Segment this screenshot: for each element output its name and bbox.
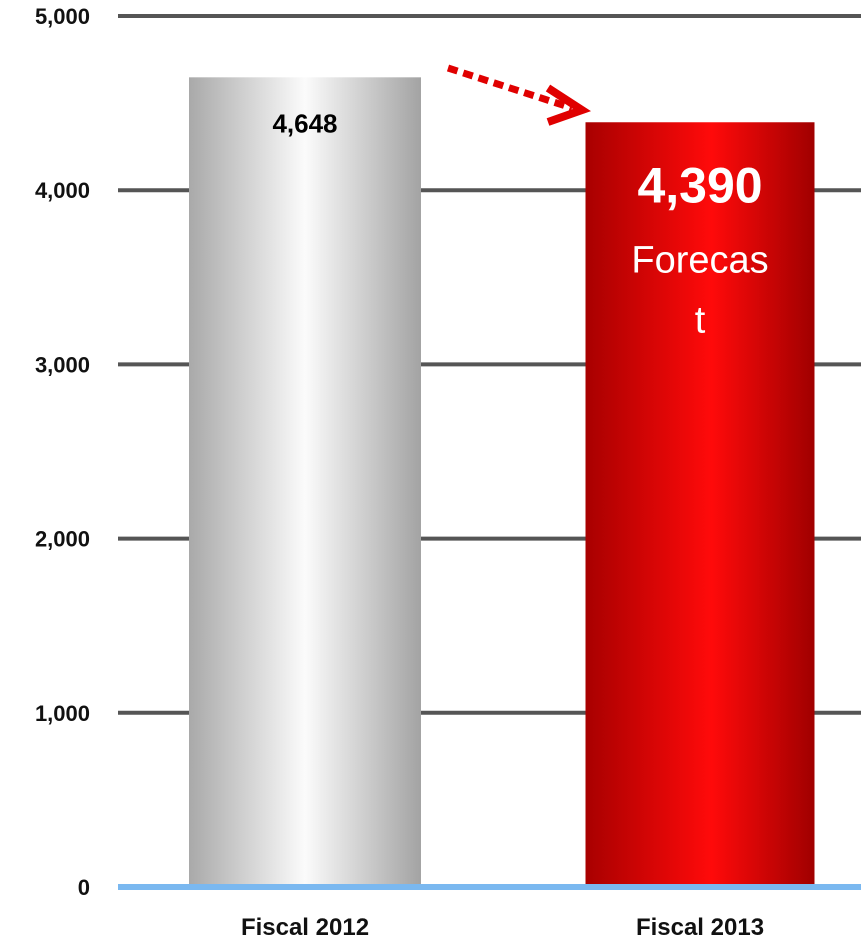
y-tick-label-4000: 4,000 (35, 178, 90, 203)
forecast-label-line-1: Forecas (631, 239, 768, 281)
bar-fiscal-2012 (189, 77, 421, 887)
arrow-head (548, 88, 582, 122)
y-axis: 5,000 4,000 3,000 2,000 1,000 0 (35, 4, 90, 900)
y-tick-label-3000: 3,000 (35, 352, 90, 377)
y-tick-label-1000: 1,000 (35, 701, 90, 726)
forecast-label-line-2: t (695, 299, 706, 341)
data-label-fiscal-2012: 4,648 (272, 108, 337, 138)
trend-arrow (448, 68, 582, 122)
y-tick-label-5000: 5,000 (35, 4, 90, 29)
bar-fiscal-2013 (586, 122, 815, 887)
y-tick-label-0: 0 (78, 875, 90, 900)
y-tick-label-2000: 2,000 (35, 527, 90, 552)
data-label-fiscal-2013: 4,390 (637, 157, 762, 213)
x-category-label-fiscal-2012: Fiscal 2012 (241, 914, 369, 941)
x-category-label-fiscal-2013: Fiscal 2013 (636, 914, 764, 941)
